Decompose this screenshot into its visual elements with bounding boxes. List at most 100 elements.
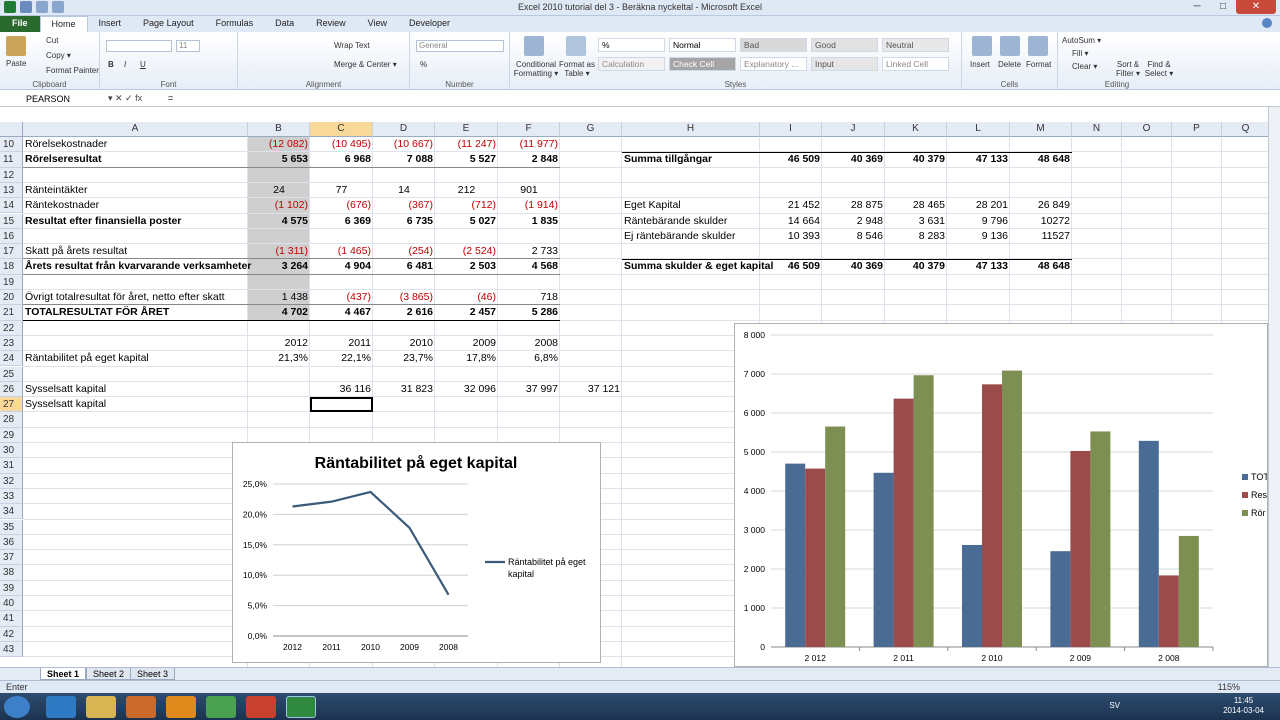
sheet-tab-3[interactable]: Sheet 3 <box>130 668 176 680</box>
right-data-cell[interactable]: 21 452 <box>787 199 820 212</box>
data-cell[interactable]: 4 702 <box>281 306 308 319</box>
powerpoint-icon[interactable] <box>246 696 276 718</box>
data-cell[interactable]: 7 088 <box>406 153 433 166</box>
row-label[interactable]: Resultat efter finansiella poster <box>25 214 182 227</box>
row-header-18[interactable]: 18 <box>0 259 23 275</box>
data-cell[interactable]: 6 735 <box>406 214 433 227</box>
right-data-cell[interactable]: 46 509 <box>787 153 820 166</box>
excel-taskbar-icon[interactable] <box>286 696 316 718</box>
paste-button[interactable]: Paste <box>6 59 27 68</box>
data-cell[interactable]: 2 733 <box>531 245 558 258</box>
right-data-cell[interactable]: 47 133 <box>975 260 1008 273</box>
close-button[interactable]: ✕ <box>1236 0 1276 14</box>
tab-view[interactable]: View <box>367 18 387 28</box>
capital-cell[interactable]: 37 997 <box>525 382 558 395</box>
format-table-button[interactable]: Format as Table ▾ <box>558 60 595 78</box>
right-data-cell[interactable]: 40 379 <box>912 153 945 166</box>
insert-cells-button[interactable]: Insert <box>970 60 991 69</box>
cut-button[interactable]: Cut <box>46 36 59 45</box>
results-bar-chart[interactable]: 0 1 000 2 000 3 000 4 000 5 000 6 000 7 000 8 00… <box>734 323 1268 667</box>
sheet-tab-1[interactable]: Sheet 1 <box>40 668 87 680</box>
sort-filter-button[interactable]: Sort & Filter ▾ <box>1115 60 1140 78</box>
row-label[interactable]: Ränteintäkter <box>25 183 88 196</box>
row-header-43[interactable]: 43 <box>0 641 23 658</box>
roe-label[interactable]: Räntabilitet på eget kapital <box>25 352 149 365</box>
select-all-corner[interactable] <box>0 122 23 137</box>
tab-data[interactable]: Data <box>275 18 295 28</box>
data-cell[interactable]: 1 835 <box>531 214 558 227</box>
right-row-label[interactable]: Summa tillgångar <box>624 153 713 166</box>
column-header-i[interactable]: I <box>760 122 822 137</box>
column-header-p[interactable]: P <box>1172 122 1222 137</box>
right-data-cell[interactable]: 10272 <box>1040 214 1070 227</box>
data-cell[interactable]: (1 311) <box>275 245 309 258</box>
tab-review[interactable]: Review <box>316 18 346 28</box>
row-header-15[interactable]: 15 <box>0 213 23 229</box>
tab-insert[interactable]: Insert <box>98 18 122 28</box>
data-cell[interactable]: (367) <box>408 199 433 212</box>
save-icon[interactable] <box>20 1 32 13</box>
row-header-30[interactable]: 30 <box>0 443 23 459</box>
cell-style-9[interactable]: Linked Cell <box>882 57 949 71</box>
format-painter-button[interactable]: Format Painter <box>46 66 99 75</box>
data-cell[interactable]: 77 <box>335 183 348 196</box>
column-header-j[interactable]: J <box>822 122 885 137</box>
row-header-19[interactable]: 19 <box>0 274 23 290</box>
row-header-10[interactable]: 10 <box>0 137 23 153</box>
maximize-button[interactable]: □ <box>1219 1 1227 12</box>
font-name-combo[interactable] <box>106 40 172 52</box>
clear-button[interactable]: Clear ▾ <box>1072 62 1098 71</box>
data-cell[interactable]: 1 438 <box>281 291 308 303</box>
cell-style-5[interactable]: Calculation <box>598 57 665 71</box>
data-cell[interactable]: (254) <box>408 245 433 258</box>
data-cell[interactable]: (46) <box>477 291 496 303</box>
percent-button[interactable]: % <box>420 60 428 69</box>
right-data-cell[interactable]: 47 133 <box>975 153 1008 166</box>
row-header-35[interactable]: 35 <box>0 519 23 535</box>
ie-icon[interactable] <box>46 696 76 718</box>
right-row-label[interactable]: Eget Kapital <box>624 199 681 212</box>
data-cell[interactable]: 6 968 <box>344 153 371 166</box>
right-data-cell[interactable]: 48 648 <box>1037 260 1070 273</box>
format-table-icon[interactable] <box>566 36 586 56</box>
data-cell[interactable]: (11 977) <box>519 138 558 150</box>
cell-style-2[interactable]: Bad <box>740 38 807 52</box>
copy-button[interactable]: Copy ▾ <box>46 51 71 60</box>
roe-cell[interactable]: 22,1% <box>341 352 371 365</box>
right-data-cell[interactable]: 28 465 <box>912 199 945 212</box>
formula-buttons[interactable]: ▾ ✕ ✓ fx <box>108 93 143 103</box>
column-header-a[interactable]: A <box>23 122 248 137</box>
format-cells-button[interactable]: Format <box>1026 60 1052 69</box>
column-header-o[interactable]: O <box>1122 122 1172 137</box>
capital-cell[interactable]: 37 121 <box>587 382 620 395</box>
row-header-31[interactable]: 31 <box>0 458 23 474</box>
column-header-h[interactable]: H <box>622 122 760 137</box>
data-cell[interactable]: 2 503 <box>469 260 496 273</box>
cell-style-8[interactable]: Input <box>811 57 878 71</box>
delete-cells-icon[interactable] <box>1000 36 1020 56</box>
data-cell[interactable]: 4 904 <box>344 260 371 273</box>
row-header-41[interactable]: 41 <box>0 611 23 627</box>
column-header-g[interactable]: G <box>560 122 622 137</box>
paste-icon[interactable] <box>6 36 26 56</box>
data-cell[interactable]: 212 <box>457 183 476 196</box>
row-header-11[interactable]: 11 <box>0 152 23 168</box>
find-select-button[interactable]: Find & Select ▾ <box>1144 60 1174 78</box>
data-cell[interactable]: (3 865) <box>399 291 433 303</box>
right-data-cell[interactable]: 2 948 <box>856 214 883 227</box>
row-label[interactable]: Årets resultat från kvarvarande verksamh… <box>25 260 252 273</box>
row-header-22[interactable]: 22 <box>0 320 23 336</box>
italic-button[interactable]: I <box>124 60 127 69</box>
roe-line-chart[interactable]: Räntabilitet på eget kapital 0,0% 5,0% 10,0… <box>232 442 601 663</box>
capital-cell[interactable]: 31 823 <box>400 382 433 395</box>
row-header-27[interactable]: 27 <box>0 397 23 413</box>
row-header-12[interactable]: 12 <box>0 167 23 183</box>
tab-page-layout[interactable]: Page Layout <box>143 18 194 28</box>
data-cell[interactable]: 24 <box>273 183 285 196</box>
column-header-m[interactable]: M <box>1010 122 1072 137</box>
year-cell[interactable]: 2012 <box>284 336 308 349</box>
underline-button[interactable]: U <box>140 60 146 69</box>
data-cell[interactable]: (10 495) <box>331 138 371 150</box>
right-data-cell[interactable]: 28 875 <box>850 199 883 212</box>
roe-cell[interactable]: 21,3% <box>278 352 308 365</box>
